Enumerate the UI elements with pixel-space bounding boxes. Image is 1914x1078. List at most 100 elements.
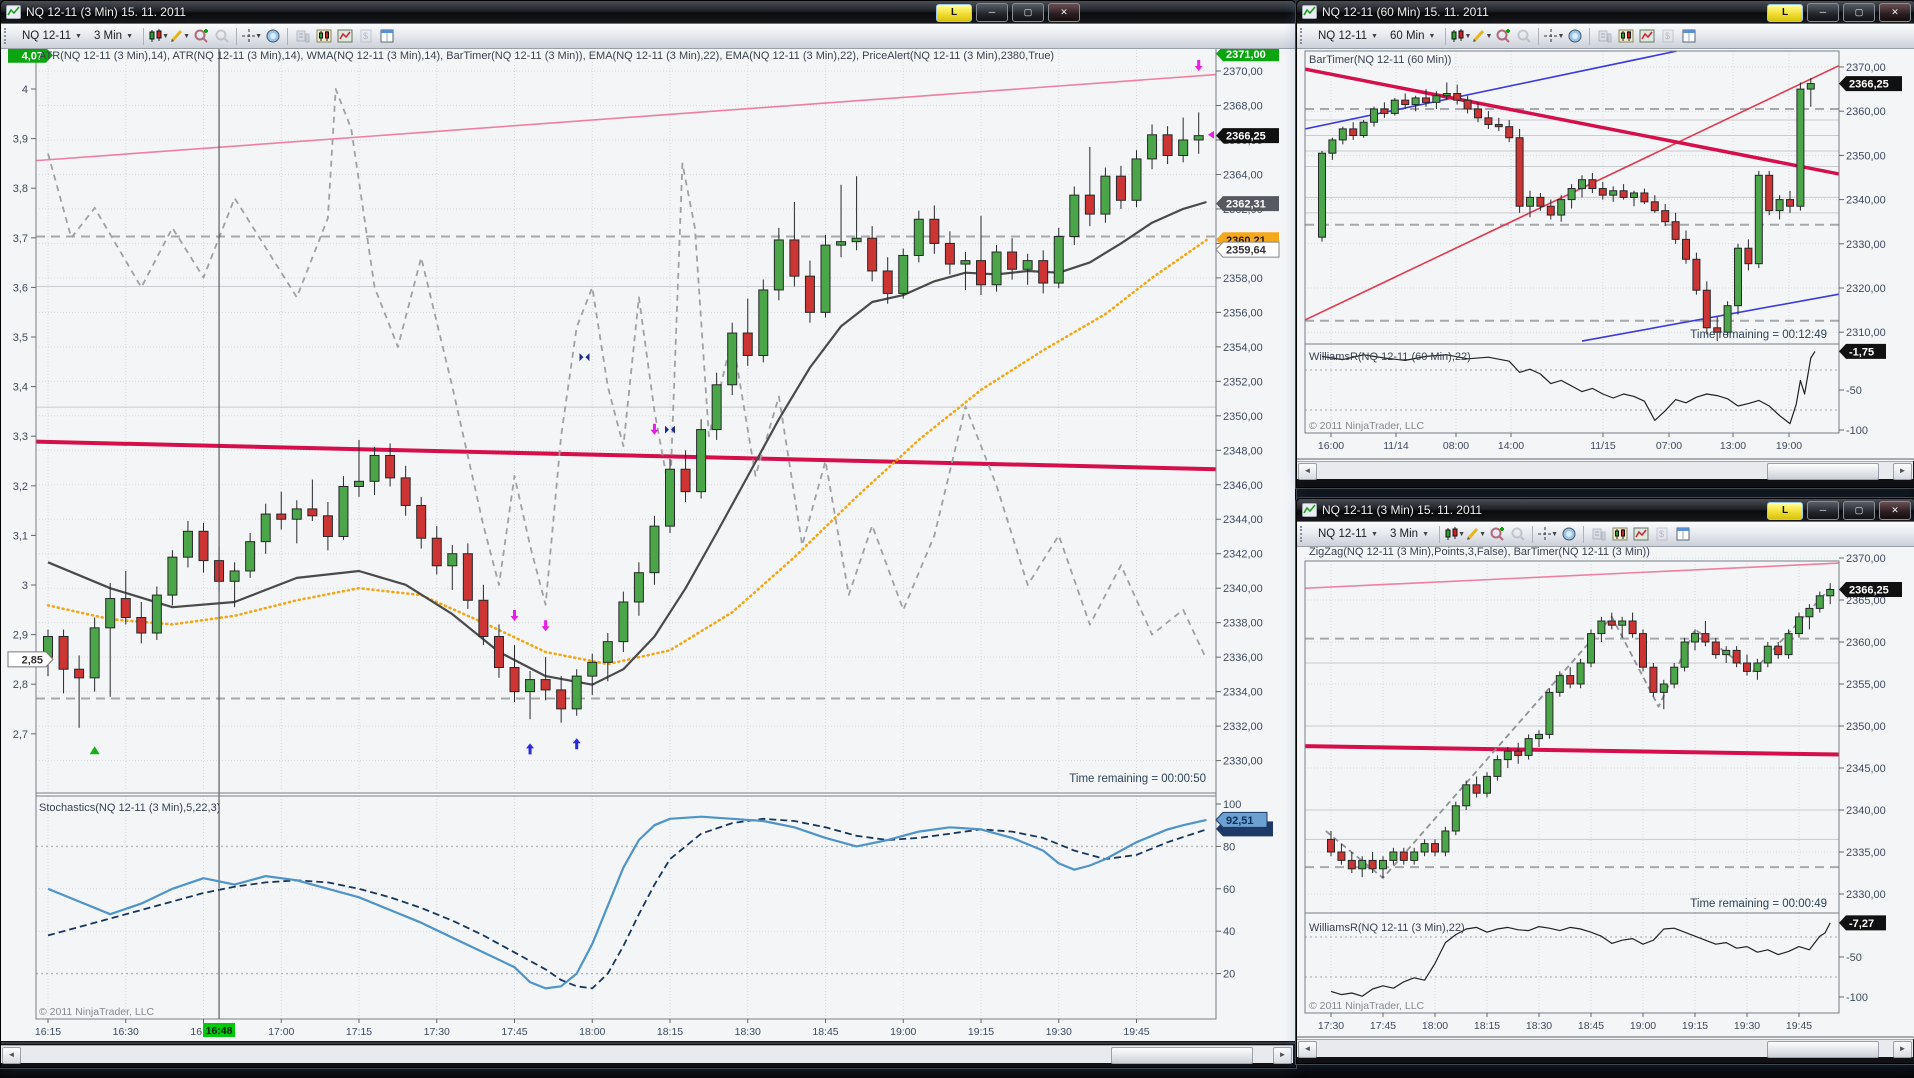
minimize-button[interactable]: ─ — [976, 3, 1008, 22]
svg-text:18:00: 18:00 — [1422, 1020, 1448, 1032]
svg-text:60: 60 — [1223, 884, 1235, 896]
scroll-thumb[interactable] — [1767, 463, 1879, 480]
draw-icon[interactable]: ▼ — [169, 26, 190, 46]
instrument-dropdown[interactable]: NQ 12-11 ▼ — [1318, 528, 1378, 540]
maximize-button[interactable]: ▢ — [1843, 501, 1875, 520]
minimize-button[interactable]: ─ — [1807, 501, 1839, 520]
svg-text:-50: -50 — [1846, 385, 1862, 397]
toolbar-grip[interactable] — [4, 28, 13, 44]
zoom-in-icon[interactable] — [190, 26, 211, 46]
account-data-icon[interactable]: $ — [1657, 26, 1678, 46]
instrument-dropdown[interactable]: NQ 12-11 ▼ — [22, 30, 82, 42]
toolbar-grip[interactable] — [1300, 526, 1309, 542]
svg-text:2330,00: 2330,00 — [1846, 889, 1886, 901]
chart-window-icon[interactable] — [1630, 524, 1651, 544]
data-box-icon[interactable] — [262, 26, 283, 46]
min60-chart-canvas[interactable]: 2310,00 2320,00 2330,00 2340,00 2350,00 2360,… — [1297, 1, 1914, 487]
svg-text:-50: -50 — [1846, 952, 1862, 964]
market-analyzer-icon[interactable] — [1609, 524, 1630, 544]
chart-style-icon[interactable]: ▼ — [1444, 524, 1465, 544]
maximize-button[interactable]: ▢ — [1012, 3, 1044, 22]
zoom-out-icon[interactable] — [1513, 26, 1534, 46]
svg-text:-1,75: -1,75 — [1849, 346, 1874, 358]
svg-text:BarTimer(NQ 12-11 (60 Min)): BarTimer(NQ 12-11 (60 Min)) — [1309, 54, 1451, 66]
scroll-left-button[interactable]: ◄ — [1298, 1041, 1317, 1058]
stochastics-panel — [36, 815, 1216, 990]
close-button[interactable]: ✕ — [1879, 3, 1911, 22]
properties-icon[interactable] — [376, 26, 397, 46]
svg-text:18:15: 18:15 — [657, 1026, 683, 1038]
zoom-out-icon[interactable] — [211, 26, 232, 46]
scroll-thumb[interactable] — [1767, 1041, 1879, 1058]
svg-text:100: 100 — [1223, 799, 1241, 811]
svg-text:2366,25: 2366,25 — [1849, 79, 1889, 91]
instrument-dropdown[interactable]: NQ 12-11 ▼ — [1318, 30, 1378, 42]
account-data-icon[interactable]: $ — [1651, 524, 1672, 544]
zoom-in-icon[interactable] — [1492, 26, 1513, 46]
chart-style-icon[interactable]: ▼ — [148, 26, 169, 46]
scroll-left-button[interactable]: ◄ — [1298, 463, 1317, 480]
titlebar-3min-zigzag[interactable]: NQ 12-11 (3 Min) 15. 11. 2011 L ─ ▢ ✕ — [1297, 499, 1914, 521]
titlebar-main[interactable]: NQ 12-11 (3 Min) 15. 11. 2011 L ─ ▢ ✕ — [1, 1, 1295, 23]
br3min-chart-canvas[interactable]: 2330,00 2335,00 2340,00 2345,00 2350,00 2355,… — [1297, 499, 1914, 1063]
lock-button[interactable]: L — [1767, 3, 1803, 22]
main-h-scrollbar: ◄ ► — [1, 1045, 1293, 1064]
zoom-out-icon[interactable] — [1507, 524, 1528, 544]
chart-trader-icon[interactable] — [1588, 524, 1609, 544]
scroll-right-button[interactable]: ► — [1893, 1041, 1912, 1058]
titlebar-60min[interactable]: NQ 12-11 (60 Min) 15. 11. 2011 L ─ ▢ ✕ — [1297, 1, 1914, 23]
svg-text:$: $ — [1665, 31, 1670, 41]
svg-text:2348,00: 2348,00 — [1223, 445, 1263, 457]
draw-icon[interactable]: ▼ — [1471, 26, 1492, 46]
svg-text:3,3: 3,3 — [13, 431, 28, 443]
svg-text:2335,00: 2335,00 — [1846, 847, 1886, 859]
svg-text:$: $ — [1659, 529, 1664, 539]
scroll-right-button[interactable]: ► — [1893, 463, 1912, 480]
lock-button[interactable]: L — [936, 3, 972, 22]
lock-button[interactable]: L — [1767, 501, 1803, 520]
close-button[interactable]: ✕ — [1048, 3, 1080, 22]
close-button[interactable]: ✕ — [1879, 501, 1911, 520]
scroll-right-button[interactable]: ► — [1273, 1047, 1292, 1064]
crosshair-icon[interactable]: ▼ — [1544, 29, 1565, 43]
interval-dropdown[interactable]: 60 Min ▼ — [1389, 30, 1436, 42]
chart-style-icon[interactable]: ▼ — [1450, 26, 1471, 46]
chart-trader-icon[interactable] — [1594, 26, 1615, 46]
svg-text:11/14: 11/14 — [1383, 440, 1409, 452]
chart-trader-icon[interactable] — [292, 26, 313, 46]
svg-text:WilliamsR(NQ 12-11 (3 Min),22): WilliamsR(NQ 12-11 (3 Min),22) — [1309, 922, 1465, 934]
properties-icon[interactable] — [1678, 26, 1699, 46]
scroll-thumb[interactable] — [1111, 1047, 1253, 1064]
toolbar-grip[interactable] — [1300, 28, 1309, 44]
svg-text:17:30: 17:30 — [424, 1026, 450, 1038]
interval-dropdown[interactable]: 3 Min ▼ — [93, 30, 134, 42]
chart-window-icon[interactable] — [1636, 26, 1657, 46]
svg-text:2370,00: 2370,00 — [1846, 62, 1886, 74]
market-analyzer-icon[interactable] — [313, 26, 334, 46]
zoom-in-icon[interactable] — [1486, 524, 1507, 544]
properties-icon[interactable] — [1672, 524, 1693, 544]
draw-icon[interactable]: ▼ — [1465, 524, 1486, 544]
crosshair-icon[interactable]: ▼ — [1538, 527, 1559, 541]
data-box-icon[interactable] — [1564, 26, 1585, 46]
svg-text:40: 40 — [1223, 926, 1235, 938]
maximize-button[interactable]: ▢ — [1843, 3, 1875, 22]
account-data-icon[interactable]: $ — [355, 26, 376, 46]
market-analyzer-icon[interactable] — [1615, 26, 1636, 46]
svg-text:2,85: 2,85 — [22, 654, 43, 666]
svg-text:2350,00: 2350,00 — [1223, 411, 1263, 423]
scroll-left-button[interactable]: ◄ — [2, 1047, 21, 1064]
svg-text:Time remaining = 00:12:49: Time remaining = 00:12:49 — [1690, 329, 1827, 341]
candles — [1318, 78, 1815, 342]
window-title: NQ 12-11 (60 Min) 15. 11. 2011 — [1322, 5, 1489, 19]
svg-text:2350,00: 2350,00 — [1846, 721, 1886, 733]
svg-text:18:00: 18:00 — [579, 1026, 605, 1038]
data-box-icon[interactable] — [1558, 524, 1579, 544]
minimize-button[interactable]: ─ — [1807, 3, 1839, 22]
crosshair-icon[interactable]: ▼ — [242, 29, 263, 43]
svg-text:19:00: 19:00 — [1630, 1020, 1656, 1032]
min60-h-scrollbar: ◄ ► — [1297, 461, 1913, 480]
chart-window-icon[interactable] — [334, 26, 355, 46]
interval-dropdown[interactable]: 3 Min ▼ — [1389, 528, 1430, 540]
main-chart-canvas[interactable]: 2330,00 2332,00 2334,00 2336,00 2338,00 2340,… — [1, 1, 1295, 1067]
